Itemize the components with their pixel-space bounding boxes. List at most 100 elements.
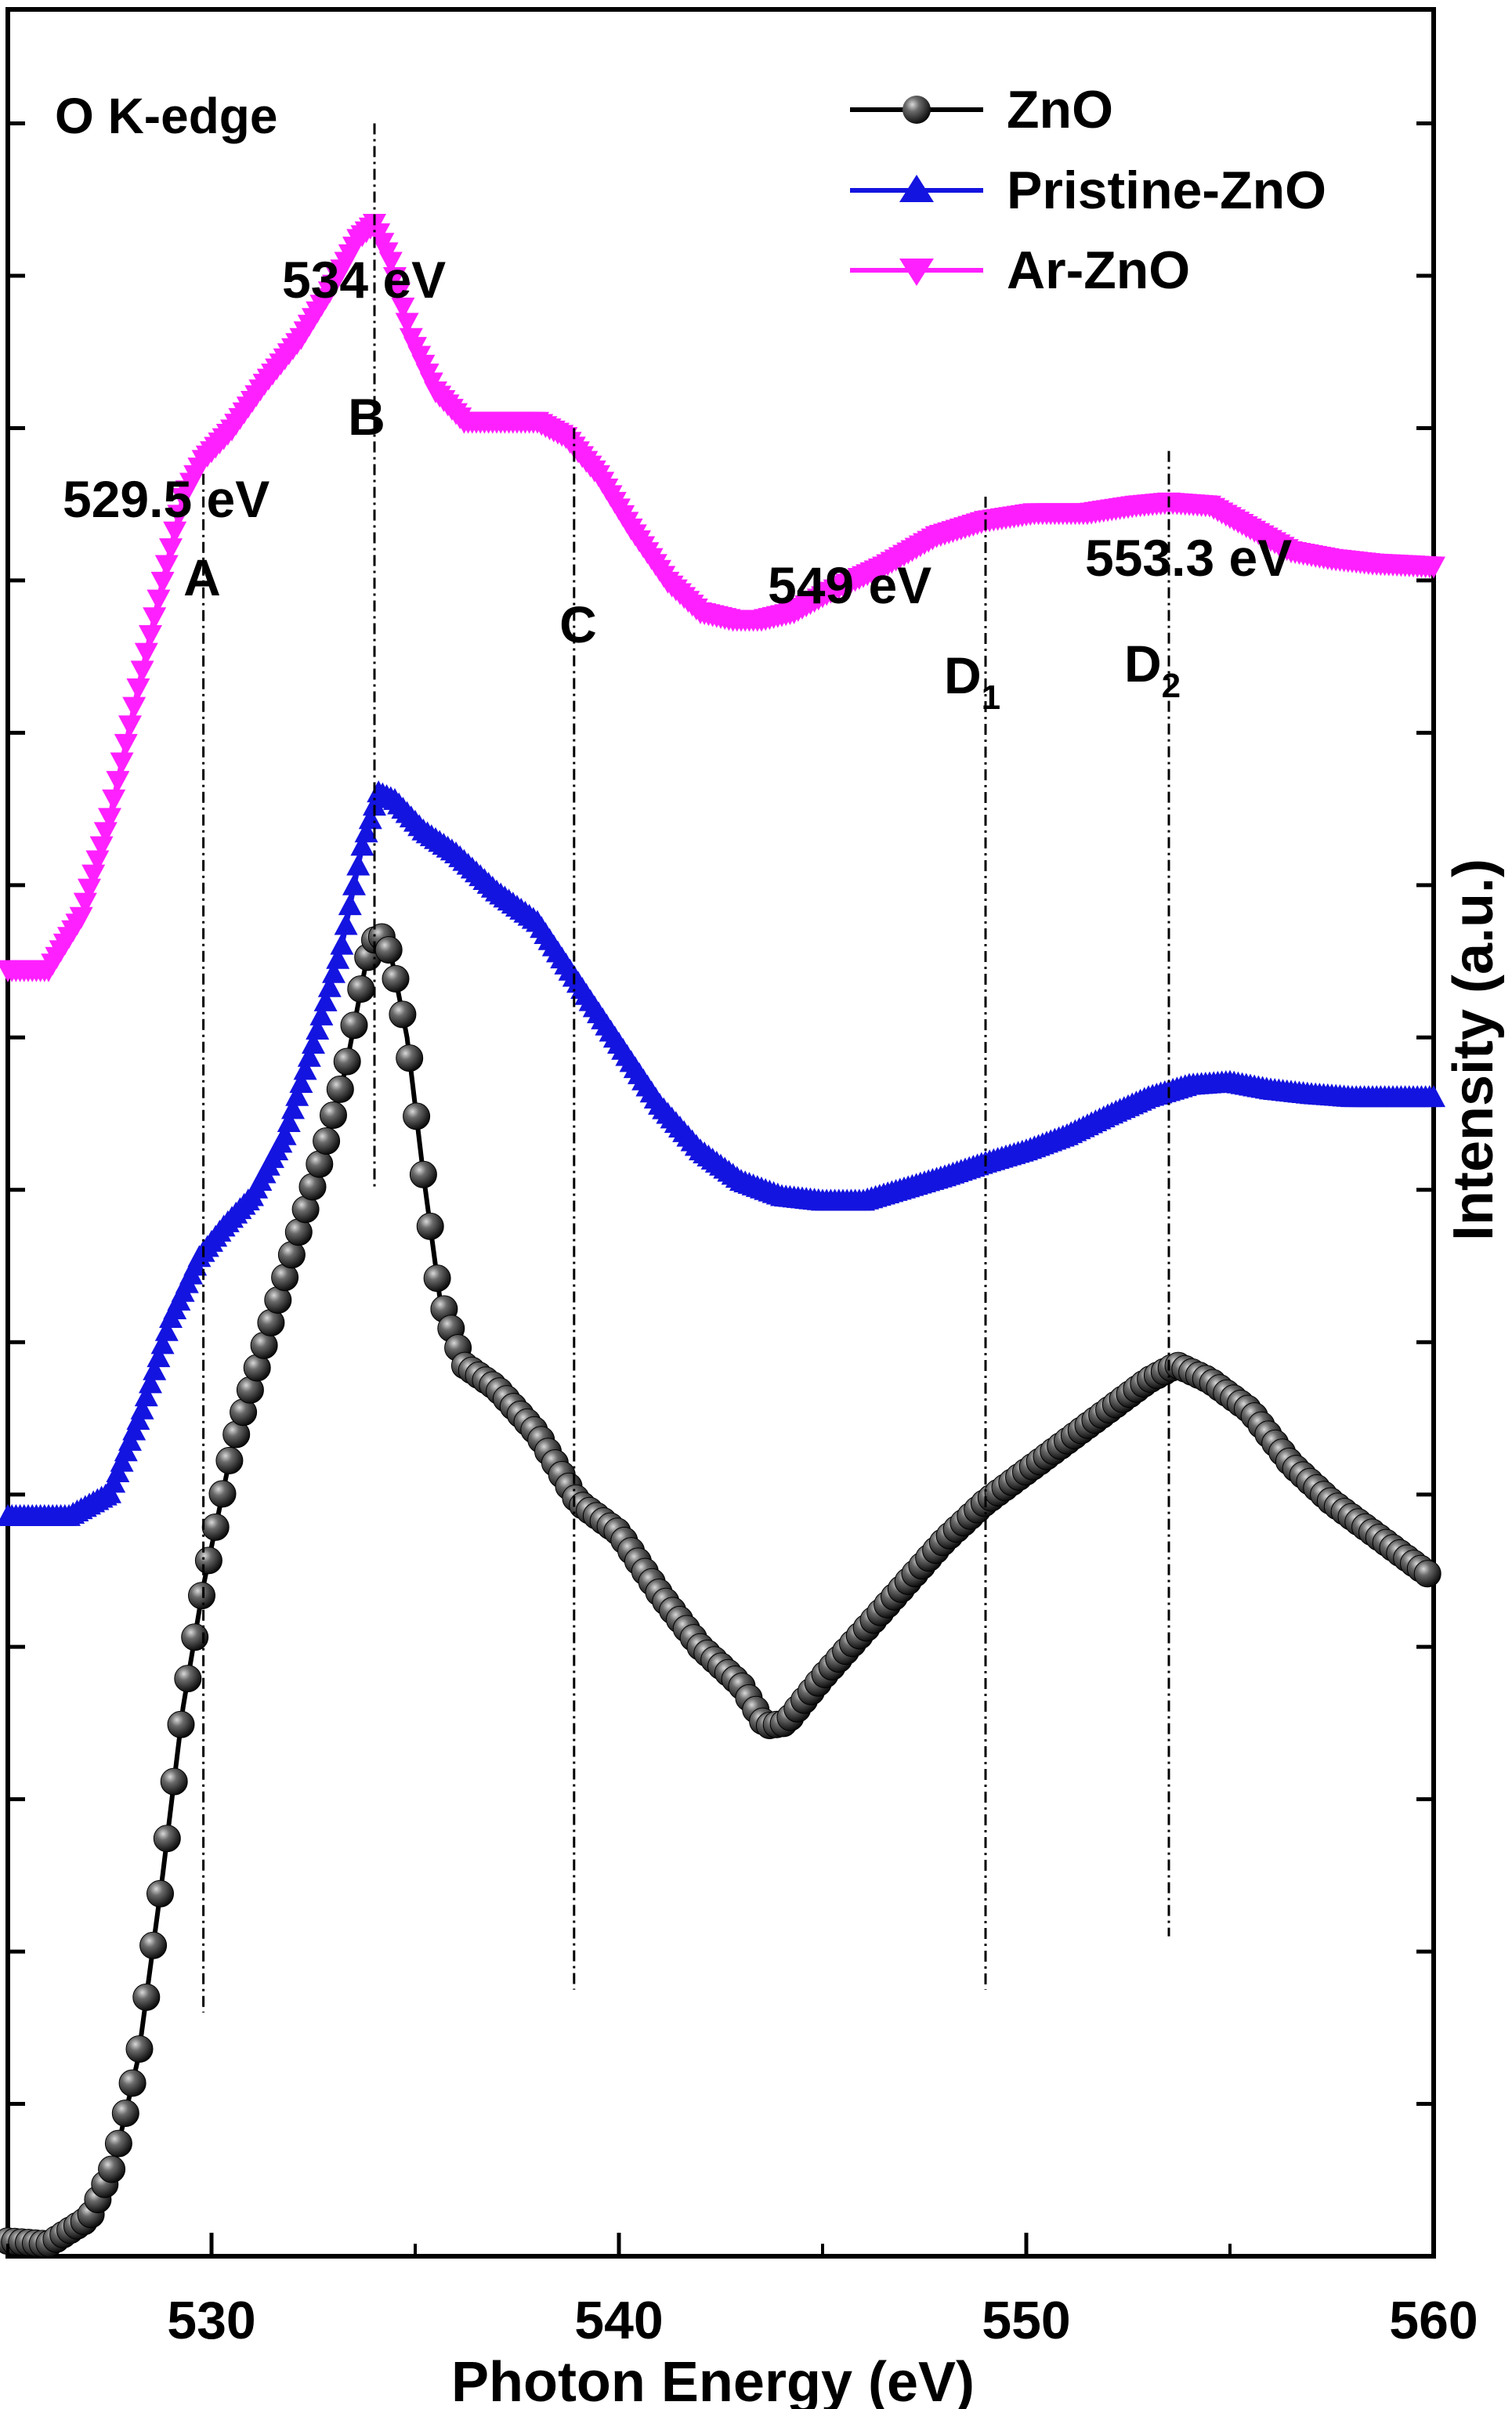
data-point-pristine-zno <box>322 960 345 983</box>
data-point-pristine-zno <box>293 1058 317 1080</box>
annotation-label-D1: D1 <box>944 646 1000 717</box>
chart-title: O K-edge <box>55 88 277 144</box>
data-point-zno <box>174 1665 202 1693</box>
legend: ZnO Pristine-ZnO Ar-ZnO <box>850 80 1326 300</box>
data-point-pristine-zno <box>154 1318 179 1341</box>
data-point-pristine-zno <box>134 1384 158 1407</box>
data-point-zno <box>188 1582 215 1610</box>
annotation-label-A: A <box>183 548 221 606</box>
data-point-pristine-zno <box>330 932 354 955</box>
annotation-label-B: B <box>348 388 385 446</box>
legend-label-zno: ZnO <box>1007 80 1113 139</box>
legend-item-pristine-zno: Pristine-ZnO <box>850 161 1326 220</box>
data-point-pristine-zno <box>139 1371 162 1394</box>
data-point-zno <box>167 1710 195 1738</box>
annotation-label-D1-sub: 1 <box>982 678 1000 717</box>
series-layer <box>0 213 1445 2258</box>
data-point-ar-zno <box>118 715 142 738</box>
data-point-ar-zno <box>81 864 106 887</box>
data-point-pristine-zno <box>289 1071 313 1094</box>
data-point-zno <box>416 1212 444 1240</box>
data-point-zno <box>146 1879 174 1908</box>
axis-ticks <box>6 121 1436 2256</box>
data-point-pristine-zno <box>302 1032 325 1054</box>
data-point-ar-zno <box>167 505 191 527</box>
legend-item-ar-zno: Ar-ZnO <box>850 241 1190 300</box>
data-point-zno <box>98 2155 126 2183</box>
annotation-label-D2: D2 <box>1124 635 1181 705</box>
series-line-ar-zno <box>8 218 1434 971</box>
legend-marker-zno <box>902 96 931 124</box>
data-point-zno <box>333 1047 361 1076</box>
series-pristine-zno <box>0 780 1445 1526</box>
data-point-zno <box>374 936 403 964</box>
data-point-pristine-zno <box>326 946 350 969</box>
data-point-zno <box>125 2035 154 2063</box>
data-point-ar-zno <box>154 555 179 577</box>
data-point-pristine-zno <box>334 913 358 935</box>
data-point-pristine-zno <box>309 1003 334 1025</box>
data-point-zno <box>215 1446 244 1474</box>
legend-label-pristine-zno: Pristine-ZnO <box>1007 161 1326 220</box>
data-point-ar-zno <box>143 607 167 630</box>
data-point-ar-zno <box>159 538 183 561</box>
data-point-pristine-zno <box>1422 1085 1445 1108</box>
data-point-pristine-zno <box>342 873 366 895</box>
data-point-zno <box>104 2129 132 2158</box>
data-point-pristine-zno <box>358 807 382 830</box>
data-point-zno <box>1413 1560 1441 1588</box>
data-point-ar-zno <box>85 850 110 873</box>
data-point-ar-zno <box>98 808 121 830</box>
y-axis-title: Intensity (a.u.) <box>1442 859 1505 1241</box>
data-point-pristine-zno <box>363 794 386 816</box>
annotation-energy-D2: 553.3 eV <box>1085 529 1292 587</box>
x-axis-title: Photon Energy (eV) <box>451 2351 975 2409</box>
data-point-pristine-zno <box>143 1358 167 1380</box>
data-point-ar-zno <box>102 789 126 812</box>
plot-frame <box>5 7 1436 2259</box>
data-point-ar-zno <box>163 521 187 544</box>
annotation-energy-D1: 549 eV <box>768 556 931 614</box>
data-point-pristine-zno <box>146 1345 171 1368</box>
data-point-pristine-zno <box>285 1083 309 1106</box>
data-point-pristine-zno <box>150 1332 175 1355</box>
data-point-zno <box>320 1101 347 1129</box>
data-point-ar-zno <box>93 822 118 845</box>
data-point-zno <box>132 1983 161 2011</box>
legend-marker-ar-zno <box>899 259 934 286</box>
data-point-pristine-zno <box>306 1017 330 1040</box>
data-point-zno <box>403 1102 431 1130</box>
data-point-pristine-zno <box>354 820 378 843</box>
data-point-zno <box>389 1000 417 1029</box>
data-point-pristine-zno <box>313 989 338 1011</box>
data-point-ar-zno <box>78 878 101 901</box>
data-point-zno <box>340 1011 368 1040</box>
legend-marker-pristine-zno <box>899 175 934 202</box>
data-point-zno <box>409 1160 437 1188</box>
x-tick-label: 550 <box>982 2291 1070 2350</box>
series-line-zno <box>7 925 1435 2247</box>
legend-item-zno: ZnO <box>850 80 1113 139</box>
data-point-ar-zno <box>139 624 162 647</box>
data-point-ar-zno <box>395 313 419 335</box>
data-point-zno <box>194 1546 222 1575</box>
data-point-zno <box>139 1931 168 1959</box>
data-point-zno <box>118 2069 146 2097</box>
data-point-zno <box>208 1480 237 1508</box>
data-point-zno <box>423 1264 451 1293</box>
x-tick-label: 530 <box>167 2291 255 2350</box>
data-point-ar-zno <box>73 892 97 915</box>
x-tick-label: 560 <box>1389 2291 1478 2350</box>
data-point-pristine-zno <box>317 975 342 997</box>
annotation-energy-A: 529.5 eV <box>63 470 269 528</box>
data-point-ar-zno <box>134 642 158 665</box>
data-point-ar-zno <box>391 297 415 320</box>
data-point-zno <box>153 1825 181 1853</box>
annotation-label-D2-main: D <box>1124 635 1162 693</box>
data-point-pristine-zno <box>346 853 371 876</box>
data-point-ar-zno <box>122 696 146 719</box>
annotation-label-C: C <box>559 595 597 653</box>
data-point-pristine-zno <box>338 893 362 916</box>
data-point-ar-zno <box>69 906 93 929</box>
